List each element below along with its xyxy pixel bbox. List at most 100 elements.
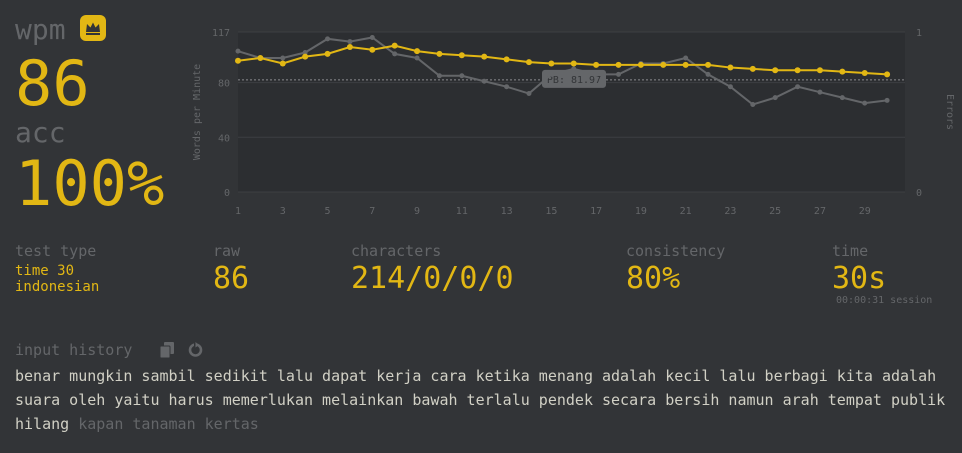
wpm-point	[660, 61, 667, 68]
raw-point	[839, 95, 845, 101]
accuracy-label: acc	[15, 116, 66, 149]
replay-icon[interactable]	[188, 342, 203, 361]
raw-point	[548, 71, 554, 77]
wpm-point	[324, 50, 331, 57]
language-value[interactable]: indonesian	[15, 279, 100, 295]
raw-point	[705, 71, 711, 77]
raw-point	[325, 36, 331, 42]
session-time: 00:00:31 session	[836, 295, 933, 306]
wpm-point	[279, 60, 286, 67]
raw-point	[369, 34, 375, 40]
raw-point	[795, 84, 801, 90]
chart-x-tick-label: 17	[590, 206, 602, 217]
wpm-point	[861, 70, 868, 77]
crown-icon	[80, 15, 106, 41]
untyped-words: kapan tanaman kertas	[78, 415, 259, 433]
wpm-point	[839, 68, 846, 75]
wpm-point	[727, 64, 734, 71]
wpm-point	[525, 59, 532, 66]
chart-y-axis-label: Words per Minute	[192, 64, 203, 160]
wpm-point	[705, 61, 712, 68]
wpm-point	[615, 61, 622, 68]
chart-x-tick-label: 7	[369, 206, 375, 217]
chart-x-tick-label: 13	[501, 206, 513, 217]
wpm-point	[593, 61, 600, 68]
chart-x-tick-label: 1	[235, 206, 241, 217]
chart-x-tick-label: 3	[280, 206, 286, 217]
raw-point	[481, 78, 487, 84]
wpm-point	[369, 46, 376, 53]
wpm-point	[257, 54, 264, 61]
accuracy-value: 100%	[15, 147, 165, 220]
consistency-value: 80%	[626, 261, 681, 296]
consistency-label: consistency	[626, 242, 726, 260]
chart-y-tick-label: 80	[218, 79, 230, 90]
wpm-point	[503, 56, 510, 63]
test-type-value[interactable]: time 30	[15, 263, 75, 279]
wpm-label: wpm	[15, 13, 66, 46]
time-label: time	[832, 242, 869, 260]
characters-value: 214/0/0/0	[351, 261, 514, 296]
chart-x-tick-label: 25	[769, 206, 781, 217]
chart-y-tick-label: 0	[224, 188, 230, 199]
raw-point	[683, 55, 689, 61]
wpm-point	[749, 65, 756, 72]
typed-words: benar mungkin sambil sedikit lalu dapat …	[15, 367, 946, 433]
raw-point	[459, 73, 465, 79]
chart-y-tick-label: 117	[212, 28, 230, 39]
chart-x-tick-label: 15	[545, 206, 557, 217]
raw-point	[235, 48, 241, 54]
raw-point	[772, 95, 778, 101]
wpm-point	[481, 53, 488, 60]
chart-y2-tick-label: 1	[916, 28, 922, 39]
wpm-point	[637, 61, 644, 68]
chart-y2-tick-label: 0	[916, 188, 922, 199]
chart-x-tick-label: 27	[814, 206, 826, 217]
test-type-label: test type	[15, 242, 97, 260]
wpm-value: 86	[15, 47, 90, 120]
chart-plot-area	[238, 32, 905, 192]
raw-point	[526, 91, 532, 97]
wpm-point	[391, 42, 398, 49]
raw-point	[727, 84, 733, 90]
wpm-point	[436, 50, 443, 57]
wpm-point	[548, 60, 555, 67]
wpm-point	[414, 48, 421, 55]
chart-x-tick-label: 19	[635, 206, 647, 217]
wpm-point	[794, 67, 801, 74]
wpm-point	[346, 44, 353, 51]
raw-point	[302, 50, 308, 56]
chart-x-tick-label: 23	[724, 206, 736, 217]
wpm-point	[682, 61, 689, 68]
raw-point	[616, 71, 622, 77]
raw-point	[750, 101, 756, 107]
pb-label-box	[542, 69, 606, 88]
raw-label: raw	[213, 242, 241, 260]
characters-label: characters	[351, 242, 442, 260]
chart-x-tick-label: 5	[325, 206, 331, 217]
raw-point	[884, 97, 890, 103]
chart-y2-axis-label: Errors	[944, 94, 955, 130]
pb-label: PB: 81.97	[547, 75, 601, 86]
raw-point	[436, 73, 442, 79]
chart-x-tick-label: 29	[859, 206, 871, 217]
wpm-point	[884, 71, 891, 78]
raw-point	[571, 66, 577, 72]
chart-y-tick-label: 40	[218, 133, 230, 144]
time-value: 30s	[832, 261, 887, 296]
raw-value: 86	[213, 261, 250, 296]
raw-point	[280, 55, 286, 61]
wpm-point	[772, 67, 779, 74]
wpm-series-line	[237, 44, 888, 76]
wpm-point	[302, 53, 309, 60]
raw-point	[504, 84, 510, 90]
copy-icon[interactable]	[159, 342, 174, 362]
raw-point	[392, 51, 398, 57]
raw-point	[817, 89, 823, 95]
chart-x-tick-label: 11	[456, 206, 468, 217]
raw-series-line	[237, 36, 888, 106]
raw-point	[593, 71, 599, 77]
wpm-point	[458, 52, 465, 59]
input-history-text: benar mungkin sambil sedikit lalu dapat …	[15, 364, 950, 436]
